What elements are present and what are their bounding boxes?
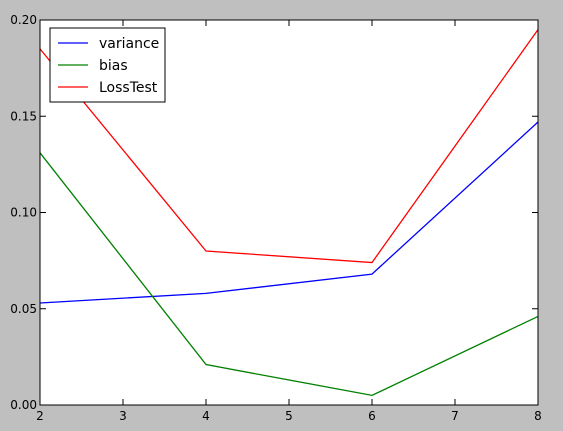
x-tick-label: 8 xyxy=(534,409,542,423)
y-tick-label: 0.10 xyxy=(10,206,37,220)
series-line-variance xyxy=(39,121,539,304)
series-line-losstest xyxy=(39,29,539,264)
x-tick-label: 5 xyxy=(285,409,293,423)
plot-frame xyxy=(39,19,539,406)
x-tick-label: 3 xyxy=(119,409,127,423)
y-tick-label: 0.20 xyxy=(10,13,37,27)
series-layer xyxy=(39,29,539,397)
x-tick-label: 6 xyxy=(368,409,376,423)
y-tick-label: 0.15 xyxy=(10,109,37,123)
legend-label-bias: bias xyxy=(99,58,128,74)
y-tick-label: 0.00 xyxy=(10,398,37,412)
legend-label-variance: variance xyxy=(99,36,159,52)
legend: variance bias LossTest xyxy=(49,27,166,103)
legend-label-losstest: LossTest xyxy=(99,80,158,96)
y-tick-label: 0.05 xyxy=(10,302,37,316)
x-tick-label: 7 xyxy=(451,409,459,423)
x-tick-label: 2 xyxy=(36,409,44,423)
series-line-bias xyxy=(39,152,539,397)
x-tick-label: 4 xyxy=(202,409,210,423)
